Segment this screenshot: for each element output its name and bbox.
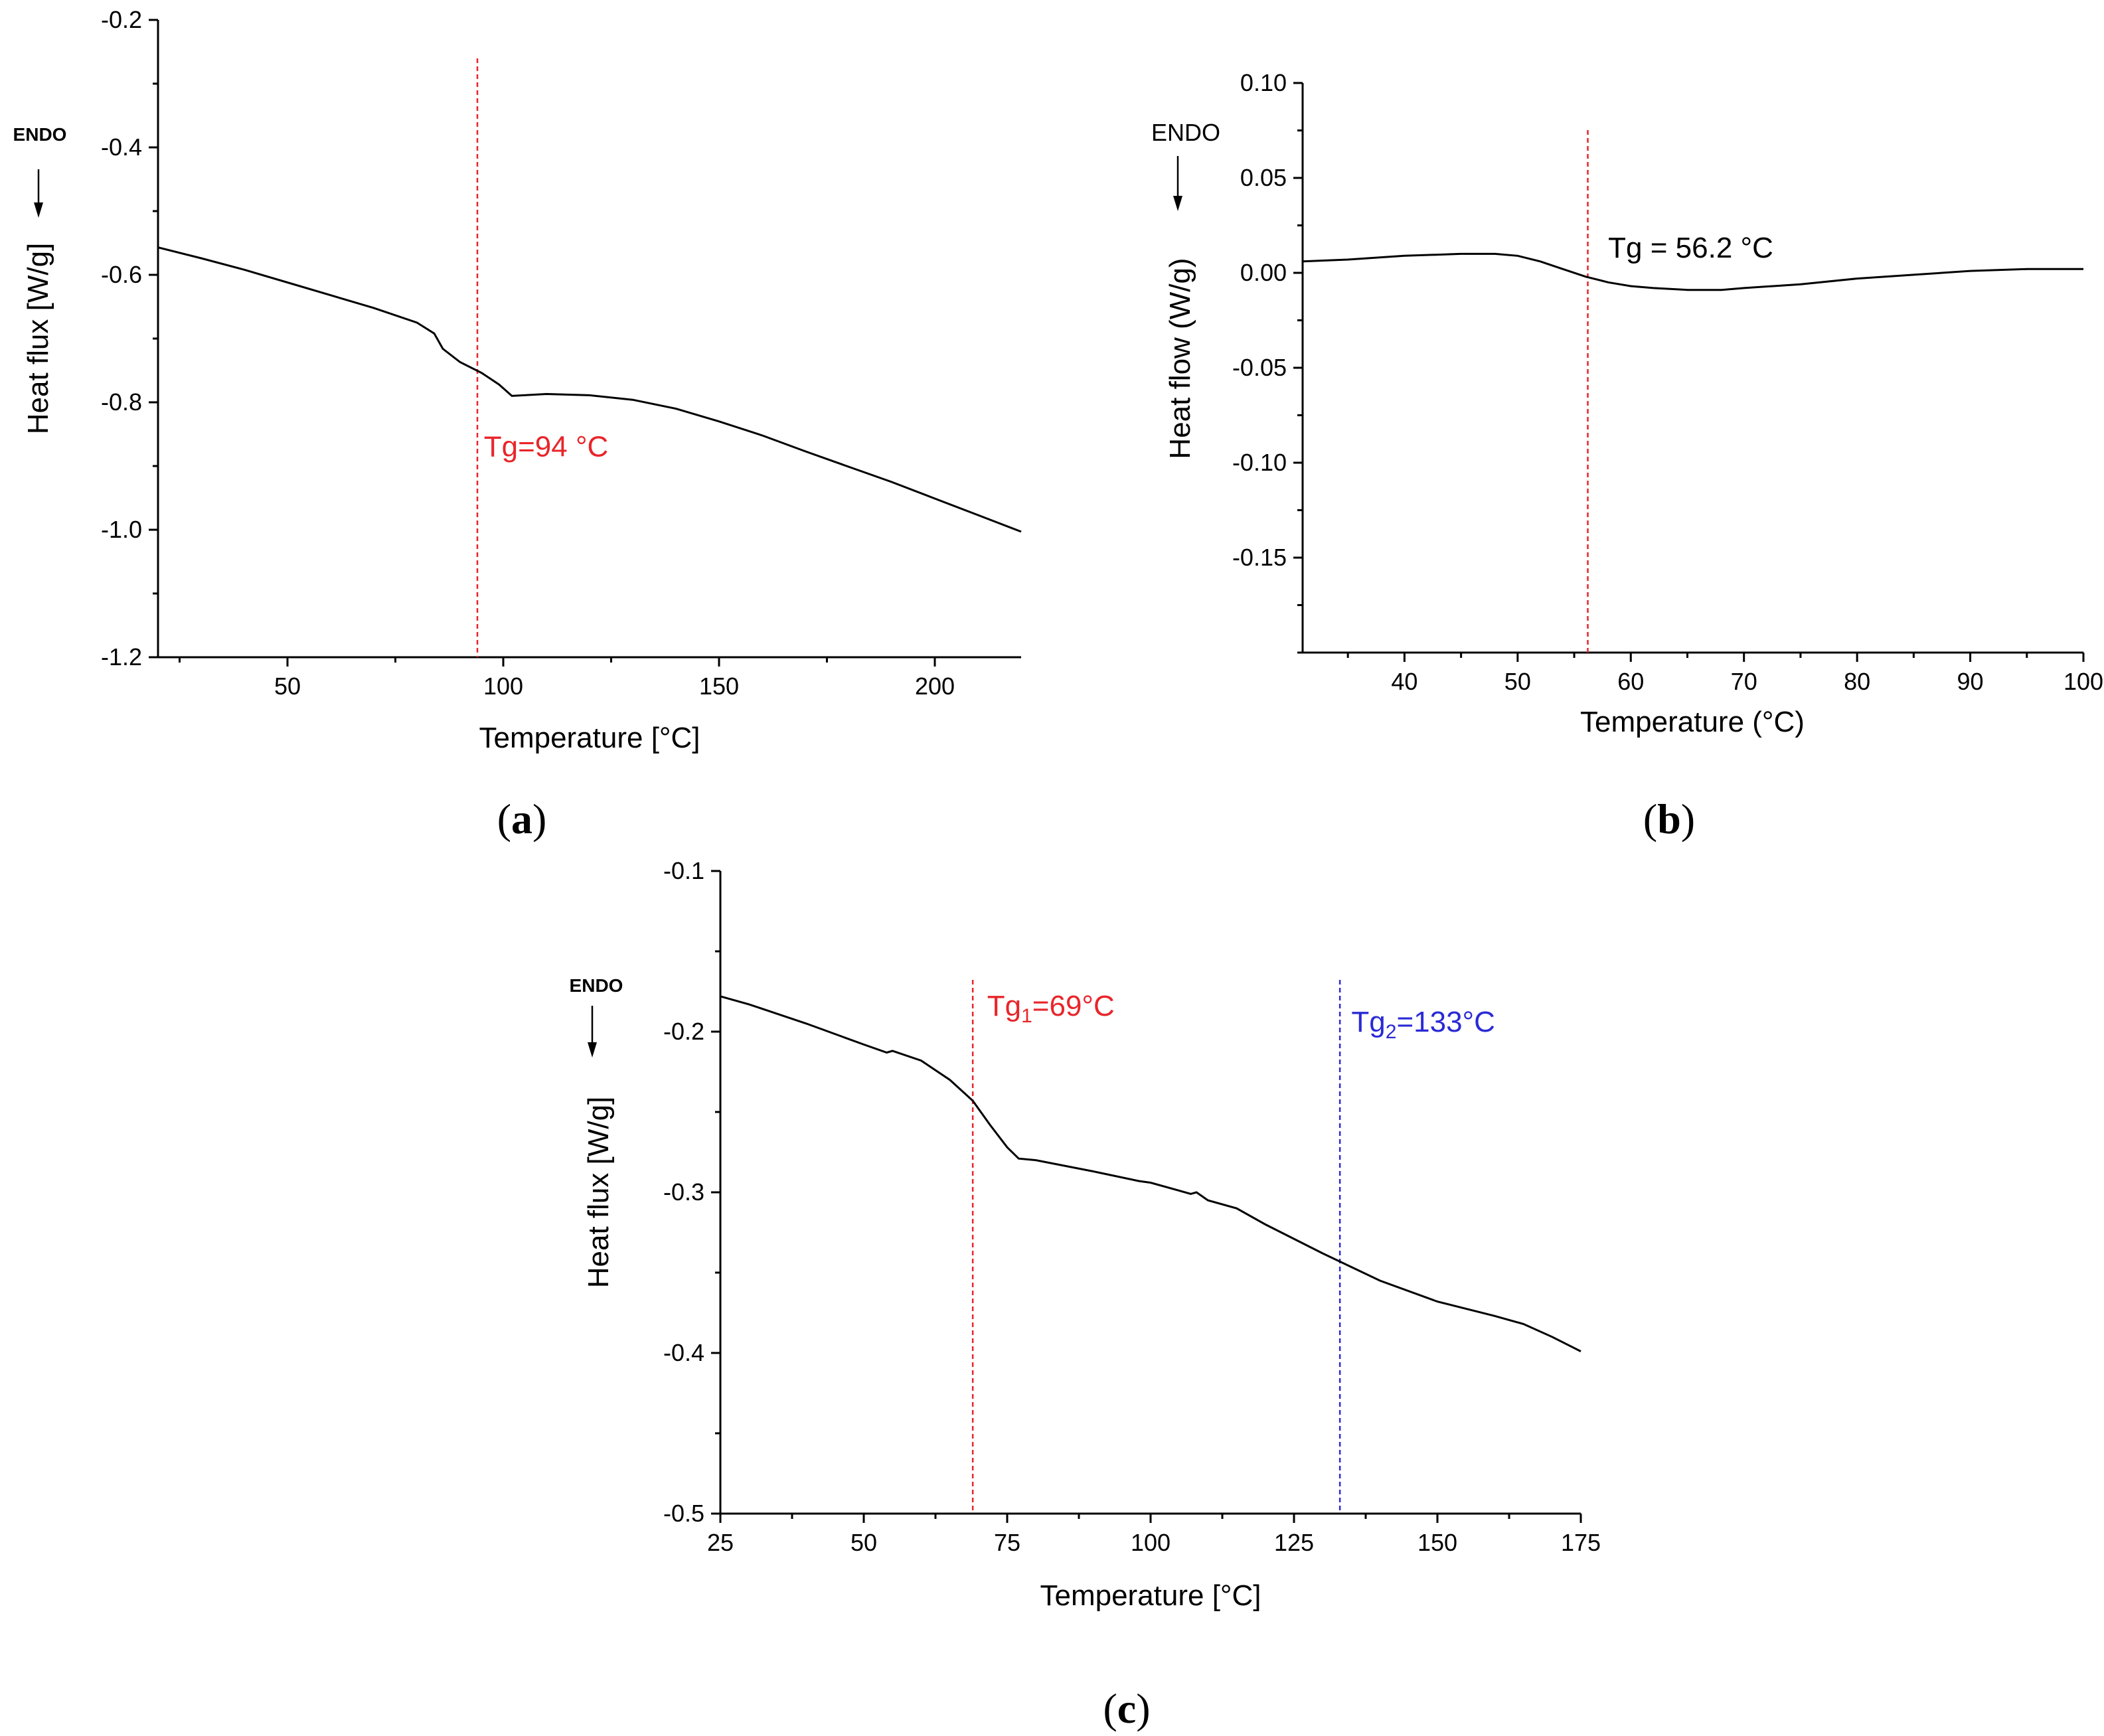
dsc-curve-line	[157, 246, 1022, 533]
panel-c-ticks: 25 50 75 100 125 150 175 -0.5 -0.4 -0.3 -0.2 -0.1	[663, 857, 1601, 1556]
panel-a-y-label: Heat flux [W/g]	[22, 243, 54, 435]
y-tick-label: -0.10	[1232, 449, 1287, 476]
y-tick-label: -0.4	[101, 133, 142, 161]
panel-c-caption: (c)	[1103, 1685, 1150, 1732]
panel-c-caption-letter: c	[1117, 1685, 1136, 1732]
x-tick-label: 80	[1844, 668, 1870, 695]
panel-a-chart: 50 100 150 200 -1.2 -1.0 -0.8 -0.6 -0.4 -0.2 Tg=9…	[13, 6, 1022, 842]
panel-c-endo-label: ENDO	[570, 975, 623, 996]
y-tick-label: -1.0	[101, 516, 142, 543]
tg-marker-label: Tg = 56.2 °C	[1608, 232, 1773, 264]
panel-a-endo-label: ENDO	[13, 124, 67, 145]
panel-a-ticks: 50 100 150 200 -1.2 -1.0 -0.8 -0.6 -0.4 -0.2	[101, 6, 955, 700]
y-tick-label: -0.8	[101, 388, 142, 416]
panel-b-endo-label: ENDO	[1151, 119, 1220, 146]
panel-b-chart: 40 50 60 70 80 90 100 -0.15 -0.10 -0.05 0.00 0.05 0.…	[1151, 69, 2103, 842]
x-tick-label: 40	[1391, 668, 1417, 695]
x-tick-label: 75	[994, 1529, 1020, 1556]
x-tick-label: 175	[1561, 1529, 1601, 1556]
dsc-curve-line	[1302, 252, 2083, 291]
panel-a-endo-arrow-icon	[34, 169, 43, 218]
panel-b-markers: Tg = 56.2 °C	[1587, 130, 1773, 653]
x-tick-label: 100	[483, 672, 523, 700]
y-tick-label: -0.1	[663, 857, 704, 884]
panel-b-curve-group	[1302, 252, 2083, 291]
x-tick-label: 125	[1274, 1529, 1314, 1556]
panel-a-caption-letter: a	[511, 795, 532, 842]
panel-c-x-label: Temperature [°C]	[1040, 1579, 1261, 1612]
panel-c-chart: 25 50 75 100 125 150 175 -0.5 -0.4 -0.3 -0.2 -0.1 T…	[570, 857, 1601, 1732]
x-tick-label: 70	[1731, 668, 1757, 695]
panel-c-y-label: Heat flux [W/g]	[582, 1097, 615, 1289]
y-tick-label: -0.15	[1232, 544, 1287, 571]
panel-a-curve-group	[157, 246, 1022, 533]
x-tick-label: 60	[1617, 668, 1644, 695]
panel-b-ticks: 40 50 60 70 80 90 100 -0.15 -0.10 -0.05 0.00 0.05 0.…	[1232, 69, 2103, 695]
y-tick-label: -0.5	[663, 1500, 704, 1527]
x-tick-label: 50	[274, 672, 301, 700]
x-tick-label: 50	[850, 1529, 877, 1556]
panel-b-x-label: Temperature (°C)	[1580, 706, 1805, 738]
x-tick-label: 100	[1131, 1529, 1171, 1556]
panel-b-y-label: Heat flow (W/g)	[1164, 258, 1196, 459]
y-tick-label: -1.2	[101, 643, 142, 671]
x-tick-label: 200	[915, 672, 955, 700]
y-tick-label: -0.3	[663, 1178, 704, 1206]
panel-c-markers: Tg1=69°C Tg2=133°C	[971, 980, 1495, 1514]
y-tick-label: -0.05	[1232, 354, 1287, 381]
panel-c-endo-arrow-icon	[588, 1006, 597, 1058]
panel-a-markers: Tg=94 °C	[476, 58, 609, 657]
panel-a-x-label: Temperature [°C]	[479, 722, 700, 754]
x-tick-label: 25	[707, 1529, 734, 1556]
y-tick-label: -0.2	[663, 1018, 704, 1045]
tg-marker-label: Tg1=69°C	[987, 990, 1115, 1027]
x-tick-label: 150	[1417, 1529, 1457, 1556]
dsc-curve-line	[720, 995, 1581, 1352]
x-tick-label: 90	[1957, 668, 1984, 695]
y-tick-label: -0.4	[663, 1339, 704, 1366]
y-tick-label: 0.10	[1240, 69, 1287, 96]
panel-c-curve-group	[720, 995, 1581, 1352]
panel-b-caption-letter: b	[1657, 795, 1681, 842]
y-tick-label: 0.05	[1240, 164, 1287, 191]
tg-marker-label: Tg=94 °C	[484, 431, 609, 463]
panel-b-endo-arrow-icon	[1173, 156, 1182, 211]
x-tick-label: 150	[699, 672, 739, 700]
y-tick-label: 0.00	[1240, 259, 1287, 286]
panel-a-caption: (a)	[497, 795, 547, 842]
tg-marker-label: Tg2=133°C	[1351, 1006, 1495, 1043]
panel-b-caption: (b)	[1643, 795, 1695, 842]
y-tick-label: -0.6	[101, 261, 142, 288]
y-tick-label: -0.2	[101, 6, 142, 33]
x-tick-label: 50	[1504, 668, 1531, 695]
x-tick-label: 100	[2064, 668, 2103, 695]
